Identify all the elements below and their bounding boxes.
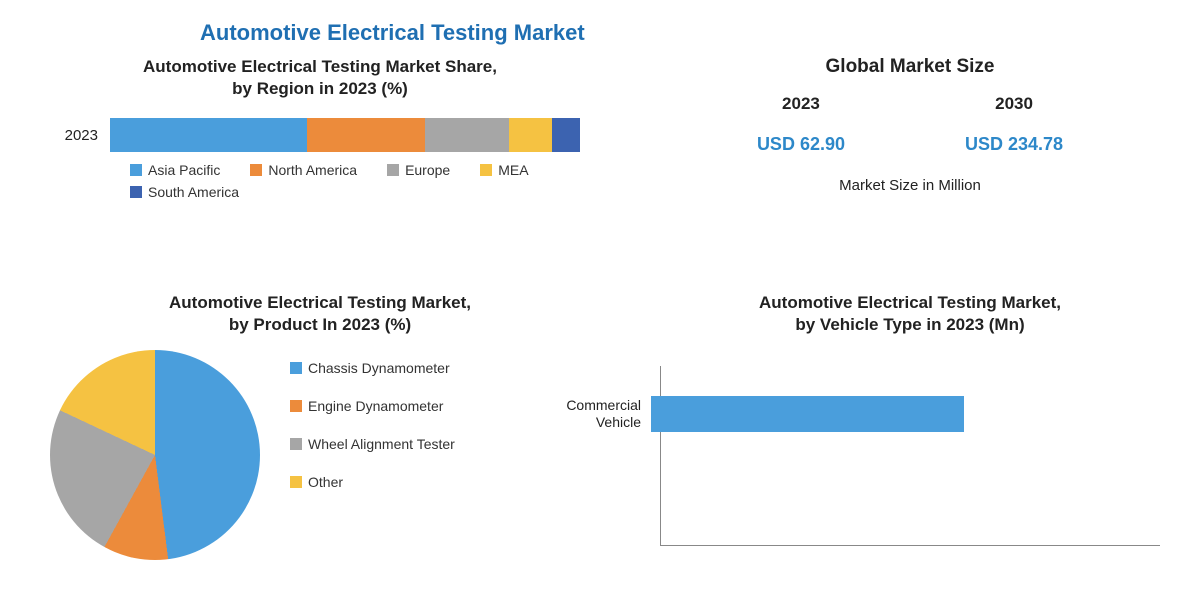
legend-label: South America (148, 184, 239, 200)
legend-swatch (130, 186, 142, 198)
market-size-value-0: USD 62.90 (757, 134, 845, 155)
legend-swatch (480, 164, 492, 176)
legend-swatch (387, 164, 399, 176)
vehicle-bar-title-line1: Automotive Electrical Testing Market, (759, 293, 1061, 312)
region-segment (552, 118, 580, 152)
legend-label: North America (268, 162, 357, 178)
legend-label: Other (308, 474, 343, 490)
vehicle-bar (651, 396, 964, 432)
legend-label: MEA (498, 162, 528, 178)
legend-item: Europe (387, 162, 450, 178)
region-share-chart: Automotive Electrical Testing Market Sha… (20, 46, 620, 276)
legend-item: South America (130, 184, 239, 200)
region-segment (425, 118, 510, 152)
region-stacked-row: 2023 (50, 118, 620, 152)
legend-item: MEA (480, 162, 528, 178)
product-pie-title: Automotive Electrical Testing Market, by… (20, 292, 620, 336)
market-size-note: Market Size in Million (630, 177, 1190, 194)
vehicle-bar-row: CommercialVehicle (556, 396, 964, 432)
legend-item: Chassis Dynamometer (290, 360, 455, 376)
product-pie-wrap: Chassis Dynamometer Engine Dynamometer Whe… (20, 350, 620, 560)
legend-swatch (130, 164, 142, 176)
region-segment (307, 118, 425, 152)
region-legend: Asia Pacific North America Europe MEA South … (20, 162, 620, 200)
legend-label: Wheel Alignment Tester (308, 436, 455, 452)
market-size-columns: 2023 USD 62.90 2030 USD 234.78 (630, 94, 1190, 155)
legend-swatch (250, 164, 262, 176)
market-size-panel: Global Market Size 2023 USD 62.90 2030 U… (630, 46, 1190, 276)
market-size-heading: Global Market Size (630, 56, 1190, 78)
legend-label: Asia Pacific (148, 162, 220, 178)
market-size-col-2030: 2030 USD 234.78 (965, 94, 1063, 155)
legend-swatch (290, 400, 302, 412)
vehicle-category-label: CommercialVehicle (556, 397, 651, 431)
legend-label: Chassis Dynamometer (308, 360, 450, 376)
page-title: Automotive Electrical Testing Market (0, 0, 1200, 46)
legend-item: Asia Pacific (130, 162, 220, 178)
product-pie-chart: Automotive Electrical Testing Market, by… (20, 286, 620, 586)
vehicle-bar-title-line2: by Vehicle Type in 2023 (Mn) (795, 315, 1024, 334)
region-segment (110, 118, 307, 152)
region-segment (509, 118, 551, 152)
region-y-label: 2023 (50, 127, 110, 144)
vehicle-bar-plot: CommercialVehicle (660, 366, 1160, 546)
legend-swatch (290, 438, 302, 450)
product-pie-legend: Chassis Dynamometer Engine Dynamometer Whe… (290, 350, 455, 490)
legend-label: Europe (405, 162, 450, 178)
legend-swatch (290, 362, 302, 374)
product-pie-title-line1: Automotive Electrical Testing Market, (169, 293, 471, 312)
vehicle-bar-chart: Automotive Electrical Testing Market, by… (630, 286, 1190, 586)
legend-swatch (290, 476, 302, 488)
region-chart-title-line1: Automotive Electrical Testing Market Sha… (143, 57, 497, 76)
legend-item: Other (290, 474, 455, 490)
legend-item: North America (250, 162, 357, 178)
region-stacked-bar (110, 118, 580, 152)
market-size-year-1: 2030 (965, 94, 1063, 114)
legend-label: Engine Dynamometer (308, 398, 443, 414)
product-pie (50, 350, 260, 560)
chart-grid: Automotive Electrical Testing Market Sha… (0, 46, 1200, 586)
market-size-year-0: 2023 (757, 94, 845, 114)
product-pie-title-line2: by Product In 2023 (%) (229, 315, 411, 334)
legend-item: Engine Dynamometer (290, 398, 455, 414)
region-chart-title-line2: by Region in 2023 (%) (232, 79, 408, 98)
vehicle-bar-title: Automotive Electrical Testing Market, by… (630, 292, 1190, 336)
region-chart-title: Automotive Electrical Testing Market Sha… (20, 56, 620, 100)
legend-item: Wheel Alignment Tester (290, 436, 455, 452)
market-size-value-1: USD 234.78 (965, 134, 1063, 155)
market-size-col-2023: 2023 USD 62.90 (757, 94, 845, 155)
